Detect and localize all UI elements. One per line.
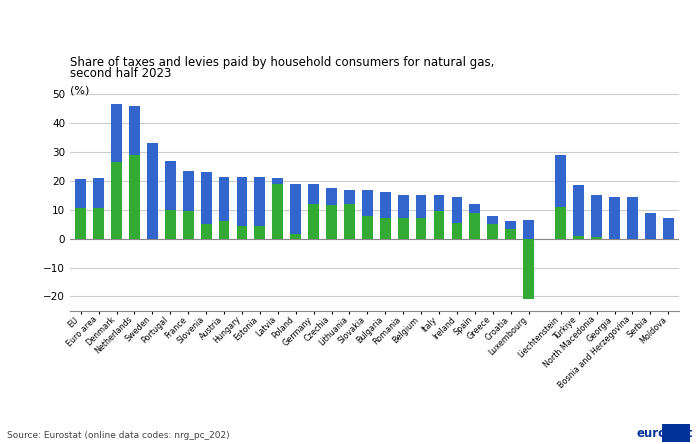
Bar xyxy=(129,155,140,239)
Bar xyxy=(183,211,194,239)
Bar xyxy=(380,193,391,218)
Bar xyxy=(111,104,122,162)
Bar xyxy=(237,226,247,239)
Bar xyxy=(555,155,566,207)
Bar xyxy=(255,177,265,226)
Bar xyxy=(573,185,584,236)
Bar xyxy=(308,204,319,239)
Bar xyxy=(398,195,409,218)
Bar xyxy=(523,239,534,299)
Bar xyxy=(218,222,230,239)
Bar xyxy=(398,218,409,239)
Bar xyxy=(592,237,602,239)
Bar xyxy=(645,213,656,239)
Bar xyxy=(272,178,283,184)
Bar xyxy=(380,218,391,239)
Bar xyxy=(433,195,444,211)
Bar xyxy=(452,223,462,239)
Bar xyxy=(609,197,620,239)
Bar xyxy=(93,178,104,208)
Bar xyxy=(290,234,301,239)
Bar xyxy=(183,171,194,211)
Bar xyxy=(111,162,122,239)
Bar xyxy=(663,218,673,239)
Text: Share of taxes and levies paid by household consumers for natural gas,: Share of taxes and levies paid by househ… xyxy=(70,56,494,69)
Bar xyxy=(487,216,498,224)
Bar xyxy=(326,188,337,206)
Bar xyxy=(362,190,372,216)
Bar xyxy=(129,106,140,155)
Text: Source: Eurostat (online data codes: nrg_pc_202): Source: Eurostat (online data codes: nrg… xyxy=(7,431,230,440)
Bar xyxy=(573,236,584,239)
Bar xyxy=(218,177,230,222)
Text: second half 2023: second half 2023 xyxy=(70,67,172,80)
Bar xyxy=(76,208,86,239)
Bar xyxy=(344,190,355,204)
Bar xyxy=(433,211,444,239)
Bar xyxy=(470,213,480,239)
Bar xyxy=(201,224,211,239)
Bar xyxy=(165,210,176,239)
Bar xyxy=(76,179,86,208)
Bar xyxy=(416,218,426,239)
Bar xyxy=(487,224,498,239)
Bar xyxy=(627,197,638,239)
Bar xyxy=(592,195,602,237)
Bar xyxy=(272,184,283,239)
Bar xyxy=(505,222,516,229)
Bar xyxy=(290,184,301,234)
Bar xyxy=(237,177,247,226)
Bar xyxy=(523,220,534,239)
Bar xyxy=(147,143,158,239)
Bar xyxy=(470,204,480,213)
Bar xyxy=(308,184,319,204)
Bar xyxy=(255,226,265,239)
Bar xyxy=(505,229,516,239)
Bar xyxy=(93,208,104,239)
Bar xyxy=(452,197,462,223)
Bar xyxy=(344,204,355,239)
Text: (%): (%) xyxy=(70,85,90,95)
Bar xyxy=(416,195,426,218)
Bar xyxy=(201,172,211,224)
Bar xyxy=(326,206,337,239)
Bar xyxy=(165,161,176,210)
Bar xyxy=(555,207,566,239)
Text: eurostat: eurostat xyxy=(636,427,693,440)
Bar xyxy=(362,216,372,239)
